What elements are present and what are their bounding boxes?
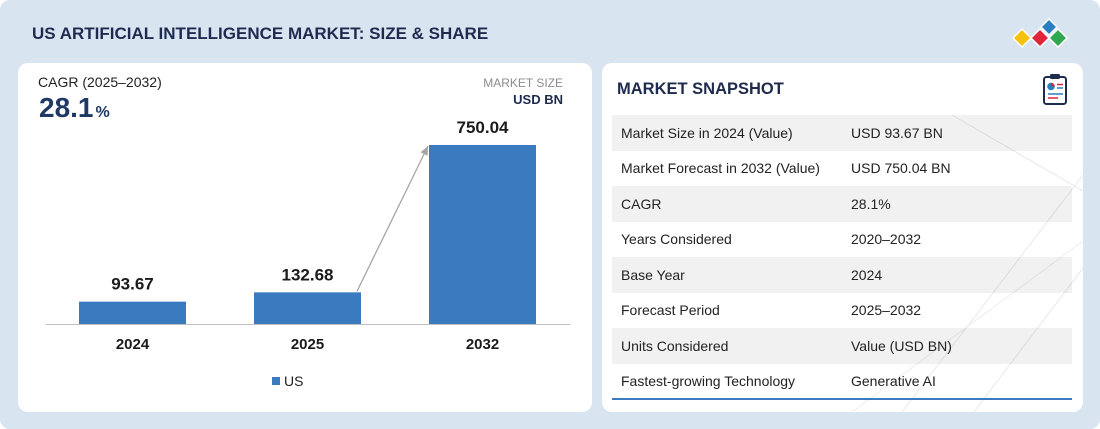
snapshot-row: Years Considered 2020–2032 — [612, 222, 1072, 258]
snapshot-title: MARKET SNAPSHOT — [617, 80, 784, 98]
snapshot-row-label: CAGR — [621, 195, 662, 212]
snapshot-row: Base Year 2024 — [612, 257, 1072, 293]
market-snapshot-card: MARKET SNAPSHOT Market Size in 2024 (Val… — [602, 63, 1083, 412]
snapshot-row-label: Fastest-growing Technology — [621, 372, 796, 389]
growth-arrow-icon — [356, 145, 429, 292]
snapshot-row-label: Forecast Period — [621, 302, 720, 319]
x-tick-label: 2032 — [466, 336, 499, 353]
bar-value-label: 132.68 — [282, 265, 334, 284]
legend-label: US — [284, 373, 304, 389]
snapshot-row: Fastest-growing Technology Generative AI — [612, 364, 1072, 400]
snapshot-row-label: Market Forecast in 2032 (Value) — [621, 160, 820, 177]
snapshot-row-value: 2025–2032 — [851, 302, 922, 319]
cagr-label: CAGR (2025–2032) — [38, 74, 162, 90]
snapshot-row-value: USD 750.04 BN — [851, 160, 951, 177]
snapshot-row-value: USD 93.67 BN — [851, 124, 943, 141]
bar-chart: 93.67 2024 132.68 2025 750.04 2032 — [46, 118, 570, 353]
legend-swatch — [272, 377, 280, 385]
snapshot-row: Market Size in 2024 (Value) USD 93.67 BN — [612, 115, 1072, 151]
bar-2024 — [79, 301, 186, 324]
snapshot-row-label: Base Year — [621, 266, 685, 283]
snapshot-row-value: 2020–2032 — [851, 231, 922, 248]
bar-value-label: 750.04 — [457, 118, 510, 137]
background-pattern — [851, 114, 1083, 412]
snapshot-row-label: Units Considered — [621, 337, 729, 354]
snapshot-row-value: Generative AI — [851, 372, 936, 389]
snapshot-row-value: Value (USD BN) — [851, 337, 952, 354]
snapshot-row: CAGR 28.1% — [612, 186, 1072, 222]
market-size-unit: USD BN — [513, 92, 563, 107]
cagr-number: 28.1 — [39, 92, 94, 123]
x-tick-label: 2025 — [291, 336, 324, 353]
cagr-value: 28.1 % — [39, 94, 110, 122]
snapshot-row-label: Years Considered — [621, 231, 732, 248]
bar-2025 — [254, 292, 361, 324]
cagr-percent-sign: % — [95, 104, 110, 121]
market-size-unit-title: MARKET SIZE — [483, 76, 563, 90]
market-snapshot-table: Market Size in 2024 (Value) USD 93.67 BN… — [612, 115, 1072, 400]
x-tick-label: 2024 — [116, 336, 150, 353]
snapshot-row: Units Considered Value (USD BN) — [612, 328, 1072, 364]
chart-legend: US — [272, 374, 303, 388]
bar-2032 — [429, 145, 536, 324]
company-logo-icon — [1011, 17, 1069, 49]
bar-value-label: 93.67 — [111, 275, 154, 294]
report-clipboard-icon — [1043, 74, 1067, 105]
market-size-chart-card: 93.67 2024 132.68 2025 750.04 2032 CAGR (2025… — [18, 63, 592, 412]
snapshot-row-value: 2024 — [851, 266, 883, 283]
snapshot-row: Forecast Period 2025–2032 — [612, 293, 1072, 329]
snapshot-row-label: Market Size in 2024 (Value) — [621, 124, 793, 141]
page-title: US ARTIFICIAL INTELLIGENCE MARKET: SIZE … — [32, 24, 489, 43]
snapshot-row-value: 28.1% — [851, 195, 891, 212]
snapshot-row: Market Forecast in 2032 (Value) USD 750.… — [612, 151, 1072, 187]
